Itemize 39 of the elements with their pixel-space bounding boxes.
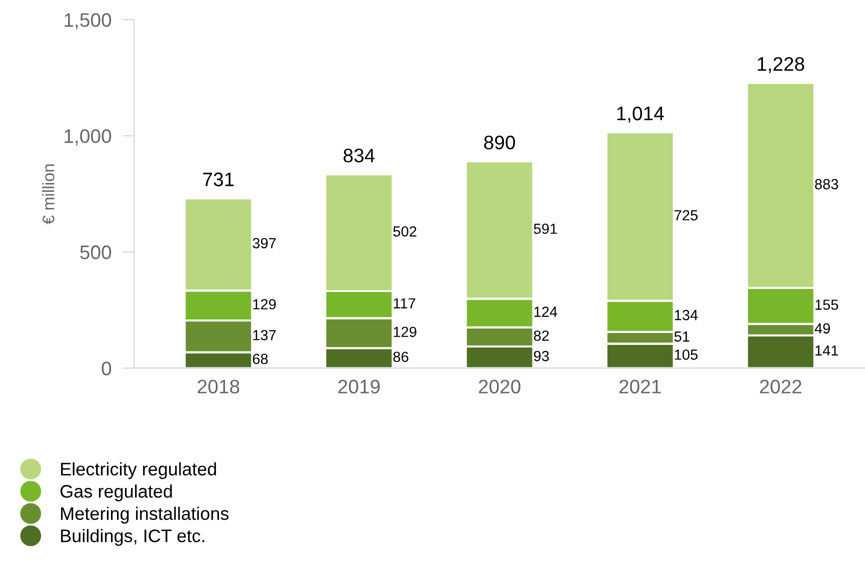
total-label: 834 bbox=[344, 148, 375, 162]
data-label: 105 bbox=[674, 350, 698, 360]
data-label: 129 bbox=[253, 299, 276, 310]
total-label: 890 bbox=[484, 136, 515, 150]
total-label: 731 bbox=[203, 172, 234, 186]
y-tick-label: 1,000 bbox=[64, 129, 112, 146]
x-tick-label: 2020 bbox=[478, 380, 520, 394]
y-axis-title: € million bbox=[42, 164, 54, 224]
data-label: 141 bbox=[816, 345, 838, 356]
data-label: 134 bbox=[674, 310, 698, 320]
data-label: 502 bbox=[393, 226, 416, 237]
x-tick-label: 2019 bbox=[338, 380, 380, 394]
data-label: 82 bbox=[534, 330, 549, 341]
y-tick-label: 1,500 bbox=[64, 13, 112, 30]
x-tick-label: 2022 bbox=[760, 380, 802, 394]
data-label: 49 bbox=[814, 323, 830, 334]
data-label: 883 bbox=[815, 179, 838, 190]
legend-label: Buildings, ICT etc. bbox=[61, 528, 204, 546]
y-tick-label: 0 bbox=[102, 362, 112, 376]
total-label: 1,014 bbox=[617, 106, 664, 123]
data-label: 155 bbox=[816, 300, 838, 310]
data-label: 124 bbox=[534, 306, 558, 317]
x-tick-label: 2021 bbox=[619, 380, 661, 394]
data-label: 117 bbox=[394, 298, 416, 308]
data-label: 129 bbox=[394, 326, 416, 338]
x-tick-label: 2018 bbox=[198, 380, 240, 394]
data-label: 51 bbox=[674, 332, 690, 342]
data-label: 725 bbox=[674, 210, 698, 220]
data-label: 86 bbox=[393, 352, 408, 362]
legend-label: Electricity regulated bbox=[61, 462, 216, 480]
data-label: 93 bbox=[534, 350, 549, 362]
total-label: 1,228 bbox=[758, 57, 804, 74]
data-label: 591 bbox=[534, 224, 557, 234]
data-label: 397 bbox=[252, 238, 276, 248]
legend-label: Gas regulated bbox=[60, 484, 172, 502]
y-tick-label: 500 bbox=[80, 245, 112, 260]
data-label: 137 bbox=[253, 330, 276, 340]
legend-label: Metering installations bbox=[61, 506, 229, 524]
data-label: 68 bbox=[252, 354, 268, 364]
